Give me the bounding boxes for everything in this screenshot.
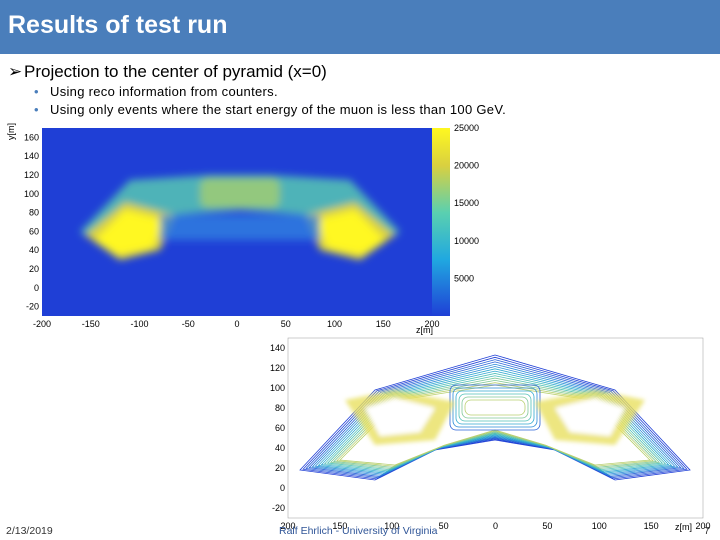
y-tick-label: 60 (275, 423, 285, 433)
contour-line (461, 396, 529, 419)
colorbar-tick-label: 15000 (454, 198, 479, 208)
colorbar-tick-label: 20000 (454, 161, 479, 171)
main-bullet: ➢ Projection to the center of pyramid (x=… (8, 62, 327, 82)
x-tick-label: 200 (280, 521, 295, 531)
colorbar-tick-label: 10000 (454, 236, 479, 246)
y-tick-label: -20 (272, 503, 285, 513)
x-tick-label: -50 (182, 319, 195, 329)
colorbar-tick-label: 25000 (454, 123, 479, 133)
title-bar: Results of test run (0, 0, 720, 54)
y-tick-label: 80 (29, 208, 39, 218)
contour-line (452, 387, 538, 428)
y-axis-label: y[m] (6, 123, 16, 140)
x-tick-label: 50 (439, 521, 449, 531)
contour-lines (299, 354, 691, 481)
y-tick-label: 160 (24, 132, 39, 142)
heatmap-chart: y[m] -200 -150 -100 -50 0 50 100 150 200-2002040… (6, 123, 479, 335)
y-tick-label: 140 (270, 343, 285, 353)
x-tick-label: -150 (82, 319, 100, 329)
y-tick-label: 100 (24, 189, 39, 199)
colorbar (432, 128, 450, 316)
x-axis-label: z[m] (675, 522, 692, 532)
x-tick-label: 50 (542, 521, 552, 531)
y-tick-label: 20 (275, 463, 285, 473)
contour-line (464, 399, 526, 416)
y-tick-label: 120 (270, 363, 285, 373)
sub-bullet-text: Using only events where the start energy… (50, 102, 507, 117)
bullet-dot-icon: • (34, 84, 39, 99)
x-tick-label: 100 (592, 521, 607, 531)
y-tick-label: 100 (270, 383, 285, 393)
contour-chart: 200 150 100 50 0 50 100 150 200 -20 0 20 40 60 80 100 12… (270, 337, 711, 532)
x-tick-label: 200 (424, 319, 439, 329)
y-tick-label: 80 (275, 403, 285, 413)
y-tick-label: 0 (280, 483, 285, 493)
arrow-bullet-icon: ➢ (8, 62, 23, 81)
x-tick-label: 150 (376, 319, 391, 329)
x-tick-label: 0 (234, 319, 239, 329)
x-tick-label: 0 (493, 521, 498, 531)
colorbar-tick-label: 5000 (454, 273, 474, 283)
contour-line (339, 384, 651, 466)
sub-bullet-1: • Using reco information from counters. (34, 84, 278, 99)
sub-bullet-text: Using reco information from counters. (50, 84, 278, 99)
x-tick-label: 150 (332, 521, 347, 531)
x-tick-label: 100 (384, 521, 399, 531)
heatmap-density (80, 175, 400, 260)
y-tick-label: 40 (275, 443, 285, 453)
x-tick-label: 100 (327, 319, 342, 329)
y-tick-label: -20 (26, 302, 39, 312)
sub-bullet-2: • Using only events where the start energ… (34, 102, 506, 117)
y-tick-label: 20 (29, 264, 39, 274)
contour-hotspots (345, 390, 645, 445)
slide-title: Results of test run (8, 11, 228, 39)
x-tick-label: -100 (130, 319, 148, 329)
x-axis-label: z[m] (416, 325, 433, 335)
x-tick-label: 200 (695, 521, 710, 531)
x-tick-label: 50 (281, 319, 291, 329)
x-tick-label: -200 (33, 319, 51, 329)
page-number: 7 (704, 525, 710, 537)
x-tick-label: 150 (644, 521, 659, 531)
contour-line (455, 390, 535, 425)
y-tick-label: 140 (24, 151, 39, 161)
bullet-dot-icon: • (34, 102, 39, 117)
y-tick-label: 60 (29, 226, 39, 236)
footer-date: 2/13/2019 (6, 525, 53, 537)
y-tick-label: 0 (34, 283, 39, 293)
contour-line (458, 393, 532, 422)
y-tick-label: 120 (24, 170, 39, 180)
y-tick-label: 40 (29, 245, 39, 255)
footer-author: Ralf Ehrlich - University of Virginia (279, 525, 438, 537)
main-bullet-text: Projection to the center of pyramid (x=0… (24, 62, 327, 81)
